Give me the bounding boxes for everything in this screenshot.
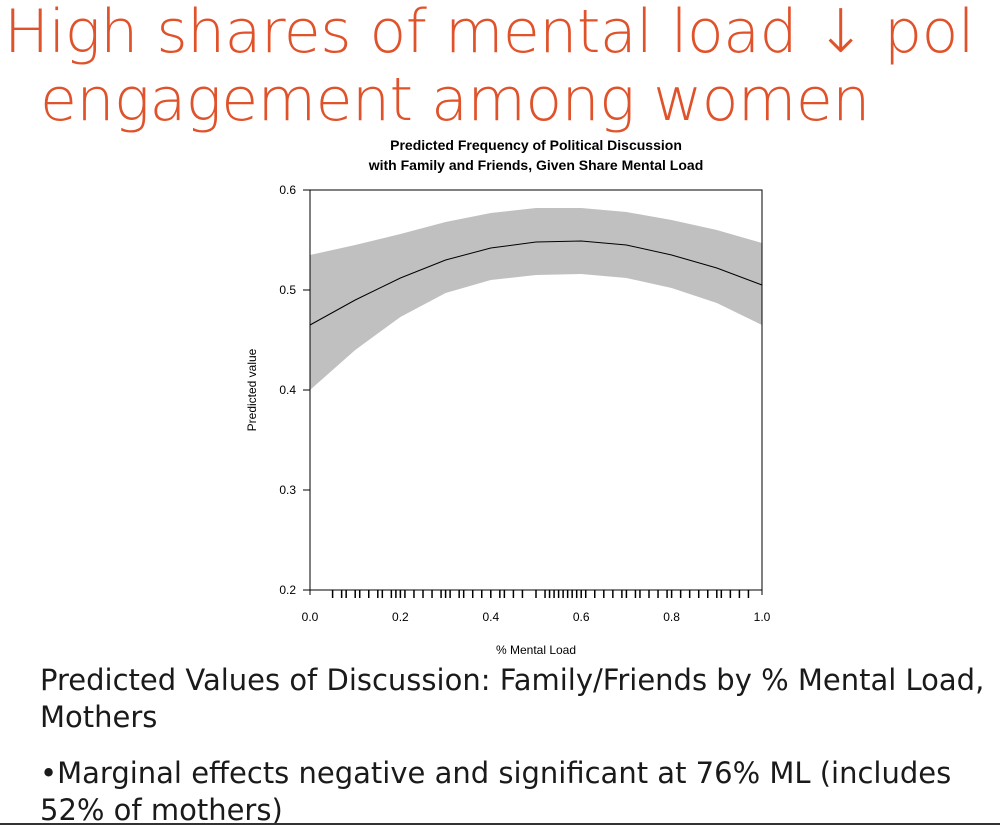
line (309, 240, 763, 326)
y-tick-label: 0.3 (279, 483, 296, 497)
y-axis-label: Predicted value (245, 348, 259, 431)
slide-title: High shares of mental load ↓ pol (4, 0, 975, 67)
chart-title: Predicted Frequency of Political Discuss… (390, 137, 682, 153)
caption: Predicted Values of Discussion: Family/F… (40, 663, 985, 734)
x-tick-label: 0.8 (663, 610, 680, 624)
x-tick-label: 0.6 (573, 610, 590, 624)
y-tick-label: 0.5 (279, 283, 296, 297)
bullet: Marginal effects negative and significan… (40, 755, 1000, 827)
confidence-band (310, 208, 762, 390)
x-tick-label: 0.4 (482, 610, 499, 624)
x-tick-label: 0.0 (302, 610, 319, 624)
x-tick-label: 1.0 (754, 610, 771, 624)
chart-title: with Family and Friends, Given Share Men… (368, 157, 704, 173)
x-axis-label: % Mental Load (496, 643, 576, 657)
y-tick-label: 0.2 (279, 583, 296, 597)
y-tick-label: 0.6 (279, 183, 296, 197)
x-tick-label: 0.2 (392, 610, 409, 624)
footer-rule (0, 823, 1000, 825)
y-tick-label: 0.4 (279, 383, 296, 397)
chart: Predicted Frequency of Political Discuss… (245, 137, 771, 657)
slide-title: engagement among women (40, 65, 870, 135)
